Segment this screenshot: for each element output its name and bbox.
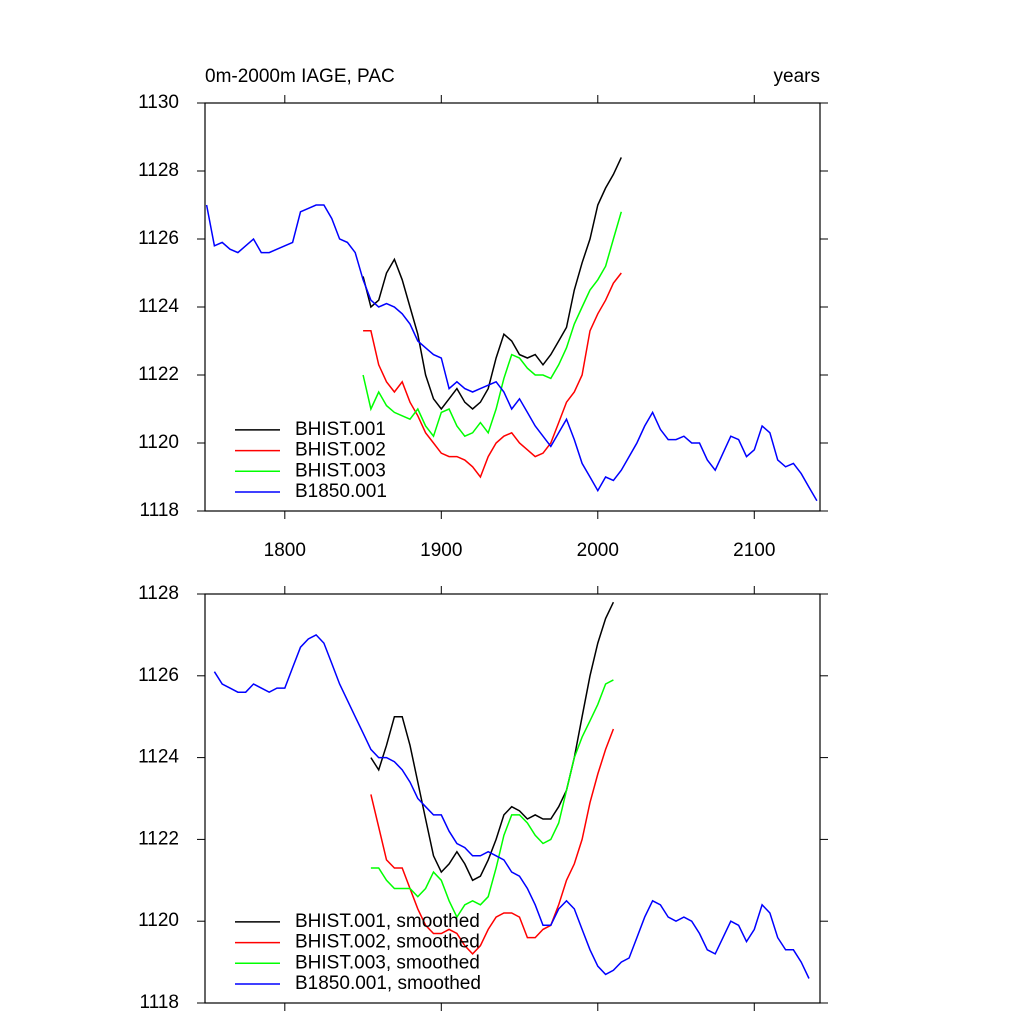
- series-line: [205, 204, 818, 502]
- series-line: [213, 633, 810, 979]
- chart-title: 0m-2000m IAGE, PAC: [205, 66, 395, 87]
- series-line: [363, 272, 622, 479]
- x-tick-label: 1900: [420, 540, 462, 561]
- y-tick-label: 1120: [138, 432, 179, 453]
- y-tick-label: 1128: [138, 583, 179, 604]
- x-tick-label: 2100: [733, 540, 775, 561]
- y-tick-label: 1124: [138, 747, 179, 768]
- legend-label: BHIST.001: [295, 419, 386, 440]
- y-tick-label: 1124: [138, 296, 179, 317]
- series-line: [370, 679, 614, 919]
- y-tick-label: 1126: [138, 665, 179, 686]
- legend-label: BHIST.003, smoothed: [295, 952, 480, 973]
- y-tick-label: 1120: [138, 910, 179, 931]
- x-tick-label: 1800: [264, 540, 306, 561]
- legend-label: BHIST.002: [295, 440, 386, 461]
- legend-label: BHIST.002, smoothed: [295, 932, 480, 953]
- y-tick-label: 1126: [138, 228, 179, 249]
- series-line: [362, 211, 623, 438]
- y-tick-label: 1118: [140, 500, 179, 521]
- legend-label: BHIST.001, smoothed: [295, 911, 480, 932]
- y-tick-label: 1122: [138, 828, 179, 849]
- plot-frame: [204, 593, 821, 1004]
- units-label: years: [774, 66, 820, 87]
- x-tick-label: 2000: [577, 540, 619, 561]
- y-tick-label: 1128: [138, 160, 179, 181]
- series-line: [370, 601, 615, 882]
- legend-label: BHIST.003: [295, 460, 386, 481]
- y-tick-label: 1118: [140, 992, 179, 1013]
- series-line: [362, 157, 622, 411]
- legend-label: B1850.001: [295, 481, 387, 502]
- y-tick-label: 1122: [138, 364, 179, 385]
- legend-label: B1850.001, smoothed: [295, 973, 481, 994]
- series-line: [370, 728, 615, 955]
- y-tick-label: 1130: [138, 92, 179, 113]
